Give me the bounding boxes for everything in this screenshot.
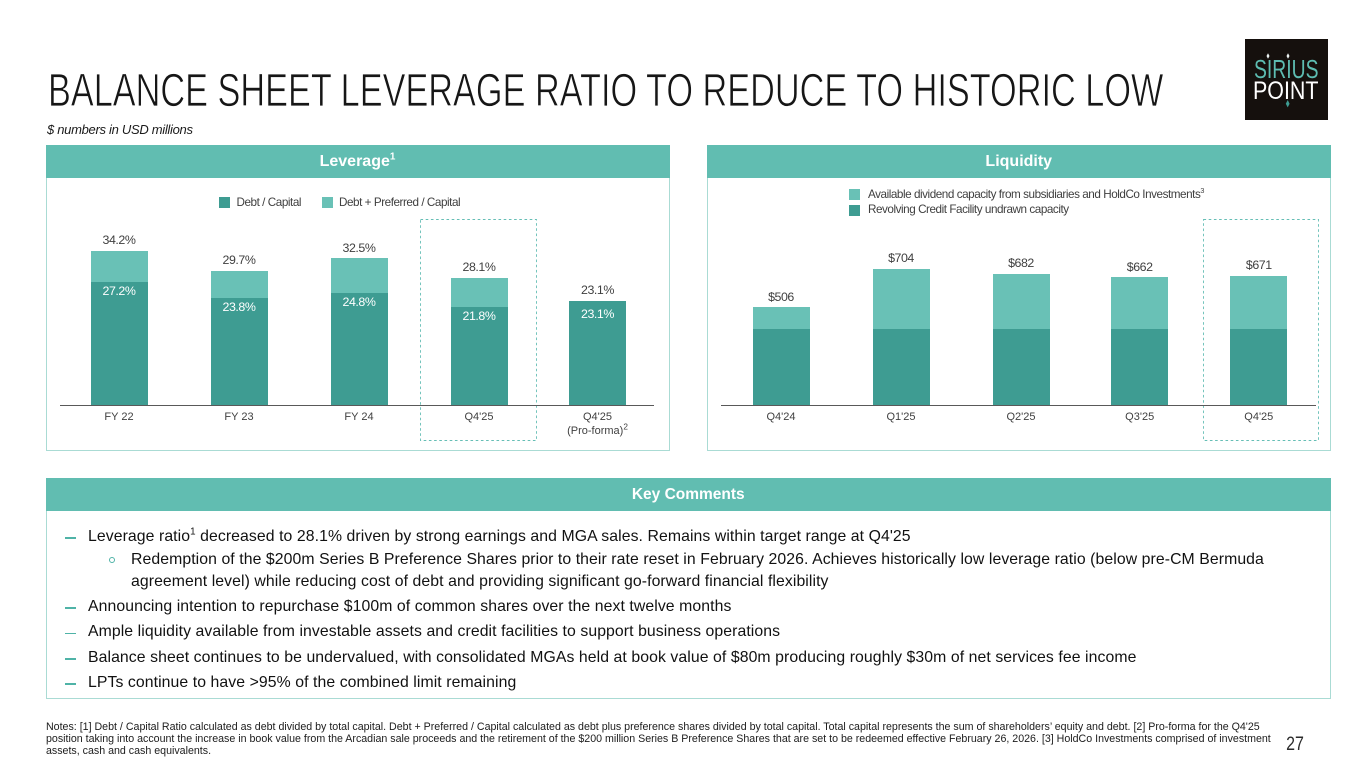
svg-text:SIRIUS: SIRIUS [1254,56,1319,84]
svg-text:POINT: POINT [1253,77,1319,105]
